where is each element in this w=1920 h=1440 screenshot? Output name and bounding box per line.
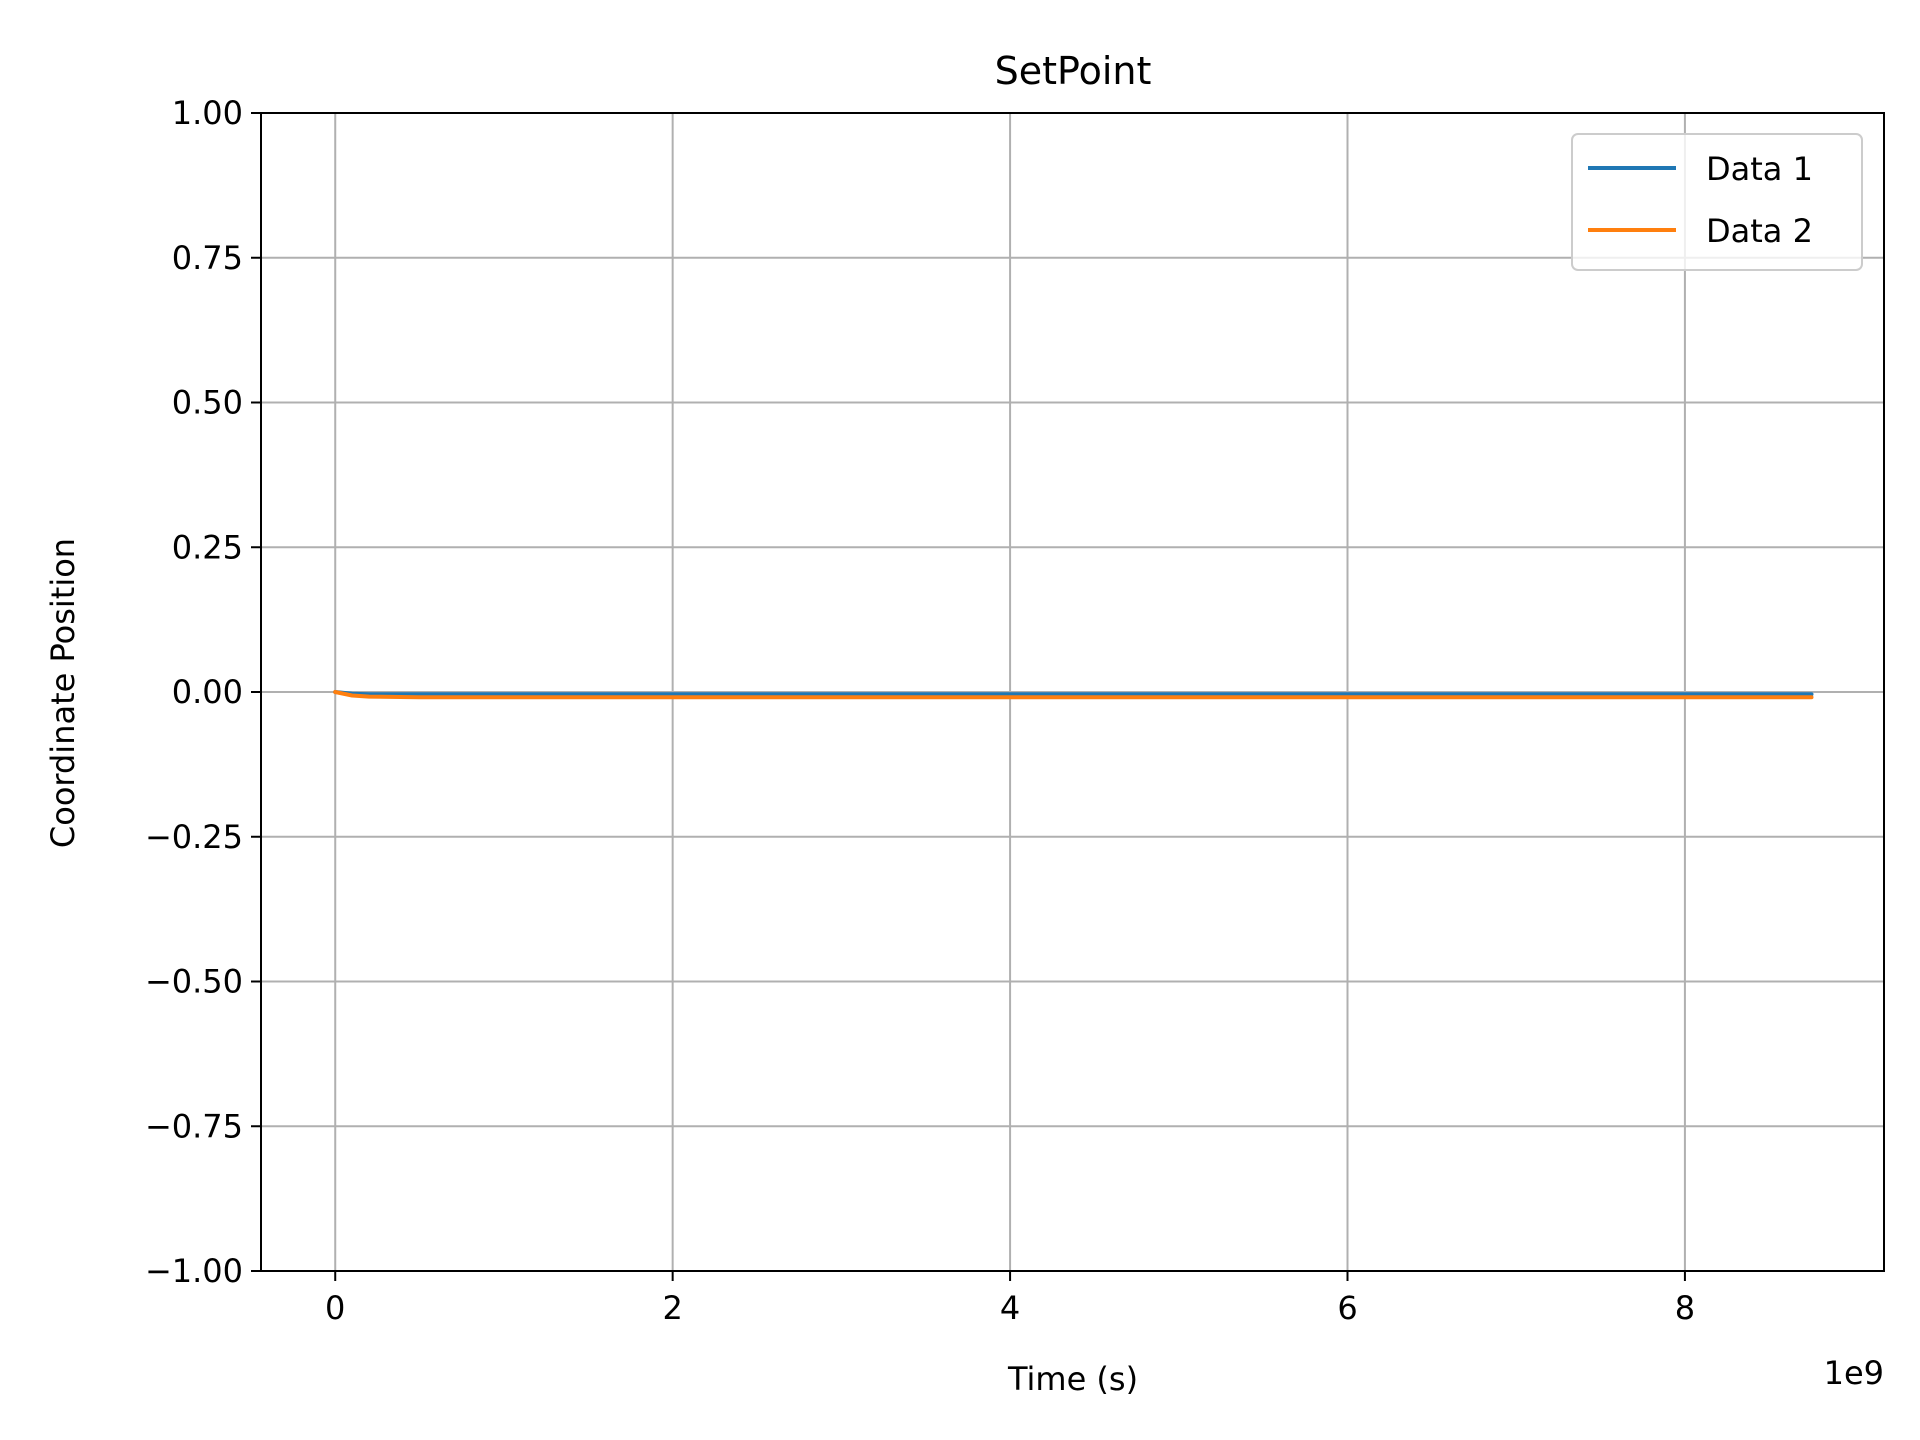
x-tick-label: 4 [1000, 1289, 1020, 1327]
y-tick-label: 0.00 [172, 673, 243, 711]
y-axis-ticks: −1.00 −0.75 −0.50 −0.25 0.00 0.25 0.50 0.75 1.00 [145, 94, 261, 1290]
legend-label-data-2: Data 2 [1706, 212, 1813, 250]
y-tick-label: 0.50 [172, 384, 243, 422]
chart-title: SetPoint [995, 49, 1152, 93]
y-tick-label: −0.75 [145, 1107, 243, 1145]
legend-label-data-1: Data 1 [1706, 150, 1813, 188]
y-tick-label: −0.25 [145, 818, 243, 856]
x-axis-label: Time (s) [1007, 1360, 1138, 1398]
y-axis-label: Coordinate Position [44, 538, 82, 848]
x-tick-label: 6 [1337, 1289, 1357, 1327]
y-tick-label: −1.00 [145, 1252, 243, 1290]
y-tick-label: 0.25 [172, 528, 243, 566]
y-tick-label: 1.00 [172, 94, 243, 132]
legend: Data 1 Data 2 [1571, 133, 1863, 271]
series-group [333, 690, 1814, 700]
y-tick-label: 0.75 [172, 239, 243, 277]
x-tick-label: 2 [662, 1289, 682, 1327]
x-tick-label: 8 [1675, 1289, 1695, 1327]
y-tick-label: −0.50 [145, 963, 243, 1001]
x-axis-offset-text: 1e9 [1824, 1354, 1884, 1392]
series-line-data-2 [333, 690, 1814, 700]
x-tick-label: 0 [325, 1289, 345, 1327]
x-axis-ticks: 0 2 4 6 8 [325, 1271, 1695, 1327]
series-line-data-1 [333, 690, 1814, 697]
